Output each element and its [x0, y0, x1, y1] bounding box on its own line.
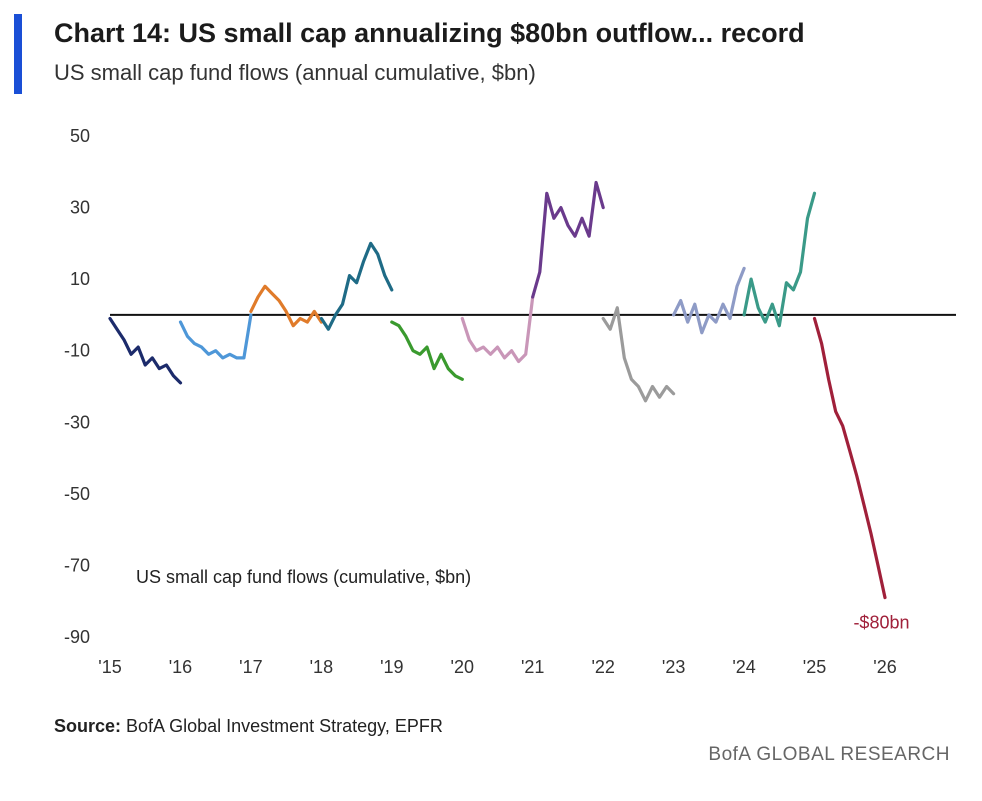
- x-tick-label: '26: [873, 657, 896, 677]
- source-text: BofA Global Investment Strategy, EPFR: [121, 716, 443, 736]
- series-line-2022: [601, 306, 676, 403]
- y-tick-label: 50: [70, 126, 90, 146]
- chart-subtitle: US small cap fund flows (annual cumulati…: [54, 60, 536, 85]
- series-line-2025: [812, 316, 887, 600]
- y-tick-label: 10: [70, 269, 90, 289]
- y-tick-label: -10: [64, 341, 90, 361]
- in-chart-label: US small cap fund flows (cumulative, $bn…: [136, 567, 471, 587]
- brand-footer: BofA GLOBAL RESEARCH: [708, 744, 950, 765]
- series-line-2016: [178, 313, 253, 360]
- y-tick-label: 30: [70, 198, 90, 218]
- x-tick-label: '19: [380, 657, 403, 677]
- x-tick-label: '22: [591, 657, 614, 677]
- series-line-2020: [460, 295, 535, 364]
- series-line-2015: [108, 316, 183, 385]
- chart-title: Chart 14: US small cap annualizing $80bn…: [54, 18, 805, 48]
- line-chart: 50 30 10 -10 -30 -50 -70 -90 '15 '16 '17 '18 '19 '20 '…: [64, 126, 956, 677]
- title-accent-bar: [14, 14, 22, 94]
- x-tick-label: '21: [521, 657, 544, 677]
- x-tick-label: '18: [310, 657, 333, 677]
- x-tick-label: '23: [662, 657, 685, 677]
- source-label: Source:: [54, 716, 122, 736]
- series-line-2024: [742, 191, 817, 328]
- x-tick-label: '17: [239, 657, 262, 677]
- x-tick-label: '15: [98, 657, 121, 677]
- annotation-label: -$80bn: [853, 613, 909, 633]
- x-tick-label: '24: [732, 657, 755, 677]
- y-tick-label: -50: [64, 484, 90, 504]
- series-line-2021: [531, 180, 605, 299]
- series-line-2018: [319, 241, 394, 331]
- series-line-2023: [671, 266, 746, 335]
- y-tick-label: -90: [64, 627, 90, 647]
- y-tick-label: -70: [64, 555, 90, 575]
- x-tick-label: '16: [169, 657, 192, 677]
- series-line-2017: [249, 284, 323, 328]
- x-tick-label: '20: [451, 657, 474, 677]
- x-tick-label: '25: [803, 657, 826, 677]
- source-note: Source: BofA Global Investment Strategy,…: [54, 716, 443, 737]
- y-tick-label: -30: [64, 412, 90, 432]
- series-line-2019: [390, 320, 464, 381]
